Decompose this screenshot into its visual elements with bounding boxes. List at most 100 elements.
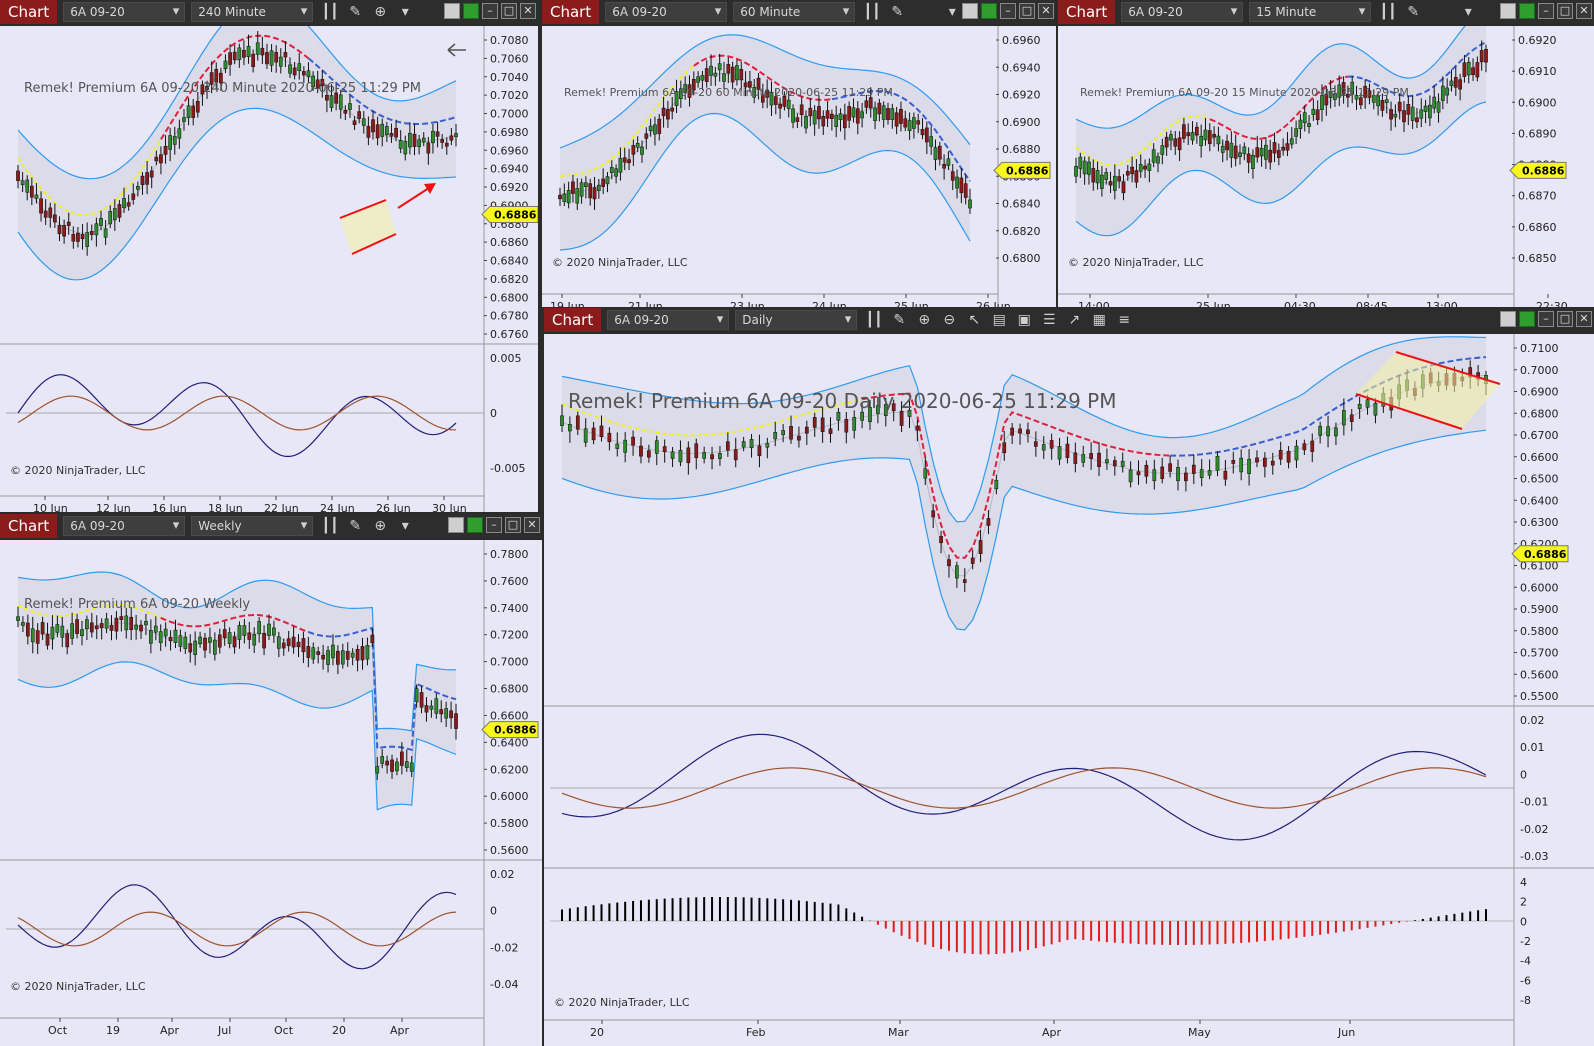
candle [855, 108, 860, 124]
templates-icon[interactable]: ▦ [1092, 312, 1106, 328]
instrument-selector[interactable]: 6A 09-20 [63, 2, 186, 22]
link-color-icon[interactable] [981, 3, 997, 19]
candle [292, 67, 297, 76]
candle [1120, 460, 1125, 467]
link-color-icon[interactable] [1519, 3, 1535, 19]
candle [812, 417, 817, 428]
cursor-icon[interactable]: ↖ [968, 312, 981, 328]
candle [1263, 457, 1267, 467]
chart-tab-label[interactable]: Chart [544, 308, 602, 332]
candle [1341, 410, 1346, 426]
candle [873, 107, 877, 121]
link-color-icon[interactable] [1519, 311, 1535, 327]
instrument-selector[interactable]: 6A 09-20 [607, 310, 730, 330]
window-option-icon[interactable] [448, 517, 464, 533]
chevron-down-icon[interactable]: ▾ [1464, 4, 1472, 20]
time-axis-label: 08:45 [1356, 300, 1388, 307]
bar-type-icon[interactable]: ┃┃ [321, 4, 339, 20]
chart-panel[interactable]: Remek! Premium 6A 09-20 240 Minute 2020-… [0, 26, 538, 512]
chart-canvas[interactable]: Remek! Premium 6A 09-20 15 Minute 2020-0… [1058, 26, 1594, 307]
interval-selector[interactable]: 240 Minute [191, 2, 314, 22]
zoom-out-icon[interactable]: ⊖ [943, 312, 956, 328]
chart-canvas[interactable]: Remek! Premium 6A 09-20 Weekly 0.7800 0.76… [0, 540, 542, 1046]
data-box-icon[interactable]: ▤ [992, 312, 1006, 328]
instrument-selector[interactable]: 6A 09-20 [605, 2, 728, 22]
instrument-selector[interactable]: 6A 09-20 [1121, 2, 1244, 22]
minimize-icon[interactable]: – [1000, 3, 1016, 19]
maximize-icon[interactable]: □ [505, 517, 521, 533]
candle [334, 92, 338, 104]
bar-type-icon[interactable]: ┃┃ [865, 312, 883, 328]
link-color-icon[interactable] [463, 3, 479, 19]
close-icon[interactable]: ✕ [520, 3, 536, 19]
chevron-down-icon[interactable]: ▾ [948, 4, 956, 20]
indicators-icon[interactable]: ☰ [1042, 312, 1056, 328]
candle [1207, 470, 1212, 476]
drawing-tool-icon[interactable]: ✎ [349, 4, 362, 20]
last-price-marker [481, 721, 539, 739]
chart-tab-label[interactable]: Chart [1058, 0, 1116, 24]
drawing-tool-icon[interactable]: ✎ [893, 312, 906, 328]
interval-selector[interactable]: 15 Minute [1249, 2, 1372, 22]
chevron-down-icon[interactable]: ▾ [401, 4, 409, 20]
chart-canvas[interactable]: Remek! Premium 6A 09-20 240 Minute 2020-… [0, 26, 538, 512]
interval-selector[interactable]: Daily [735, 310, 858, 330]
zoom-icon[interactable]: ⊕ [374, 4, 387, 20]
maximize-icon[interactable]: □ [1019, 3, 1035, 19]
close-icon[interactable]: ✕ [1038, 3, 1054, 19]
bar-type-icon[interactable]: ┃┃ [1379, 4, 1397, 20]
candle [713, 72, 718, 77]
chart-panel[interactable]: Remek! Premium 6A 09-20 15 Minute 2020-0… [1058, 26, 1594, 307]
chart-window-weekly: Chart 6A 09-20 Weekly ┃┃ ✎ ⊕ ▾ – □ ✕ Rem… [0, 514, 542, 1046]
candle [773, 96, 778, 105]
chart-panel[interactable]: Remek! Premium 6A 09-20 Weekly 0.7800 0.76… [0, 540, 542, 1046]
window-option-icon[interactable] [962, 3, 978, 19]
candle [666, 109, 670, 120]
list-icon[interactable]: ≡ [1118, 312, 1131, 328]
chart-tab-label[interactable]: Chart [0, 0, 58, 24]
candle [209, 72, 214, 85]
bar-type-icon[interactable]: ┃┃ [863, 4, 881, 20]
strategies-icon[interactable]: ↗ [1068, 312, 1081, 328]
minimize-icon[interactable]: – [486, 517, 502, 533]
chart-panel[interactable]: Remek! Premium 6A 09-20 Daily 2020-06-25… [544, 334, 1594, 1046]
drawing-tool-icon[interactable]: ✎ [1407, 4, 1420, 20]
candle [1125, 171, 1130, 176]
candle [1091, 168, 1096, 183]
close-icon[interactable]: ✕ [1576, 311, 1592, 327]
volatility-band [18, 572, 456, 810]
instrument-selector[interactable]: 6A 09-20 [63, 516, 186, 536]
window-option-icon[interactable] [444, 3, 460, 19]
bar-type-icon[interactable]: ┃┃ [321, 518, 339, 534]
wedge-top-line [1395, 351, 1501, 385]
maximize-icon[interactable]: □ [1557, 3, 1573, 19]
close-icon[interactable]: ✕ [1576, 3, 1592, 19]
minimize-icon[interactable]: – [1538, 311, 1554, 327]
candle [57, 224, 62, 235]
chart-panel[interactable]: Remek! Premium 6A 09-20 60 Minute 2020-0… [542, 26, 1056, 307]
maximize-icon[interactable]: □ [501, 3, 517, 19]
chart-canvas[interactable]: Remek! Premium 6A 09-20 60 Minute 2020-0… [542, 26, 1056, 307]
chart-tab-label[interactable]: Chart [542, 0, 600, 24]
candle [1406, 104, 1411, 115]
drawing-tool-icon[interactable]: ✎ [891, 4, 904, 20]
properties-icon[interactable]: ▣ [1017, 312, 1031, 328]
maximize-icon[interactable]: □ [1557, 311, 1573, 327]
chart-tab-label[interactable]: Chart [0, 514, 58, 538]
sub-axis-label: 0.005 [490, 352, 522, 365]
zoom-in-icon[interactable]: ⊕ [918, 312, 931, 328]
zoom-icon[interactable]: ⊕ [374, 518, 387, 534]
minimize-icon[interactable]: – [482, 3, 498, 19]
chevron-down-icon[interactable]: ▾ [401, 518, 409, 534]
interval-selector[interactable]: 60 Minute [733, 2, 856, 22]
interval-selector[interactable]: Weekly [191, 516, 314, 536]
close-icon[interactable]: ✕ [524, 517, 540, 533]
window-option-icon[interactable] [1500, 3, 1516, 19]
chart-window-daily: Chart 6A 09-20 Daily ┃┃ ✎ ⊕ ⊖ ↖ ▤ ▣ ☰ ↗ … [544, 308, 1594, 1046]
candle [1268, 149, 1273, 163]
window-option-icon[interactable] [1500, 311, 1516, 327]
drawing-tool-icon[interactable]: ✎ [349, 518, 362, 534]
link-color-icon[interactable] [467, 517, 483, 533]
minimize-icon[interactable]: – [1538, 3, 1554, 19]
chart-canvas[interactable]: Remek! Premium 6A 09-20 Daily 2020-06-25… [544, 334, 1594, 1046]
